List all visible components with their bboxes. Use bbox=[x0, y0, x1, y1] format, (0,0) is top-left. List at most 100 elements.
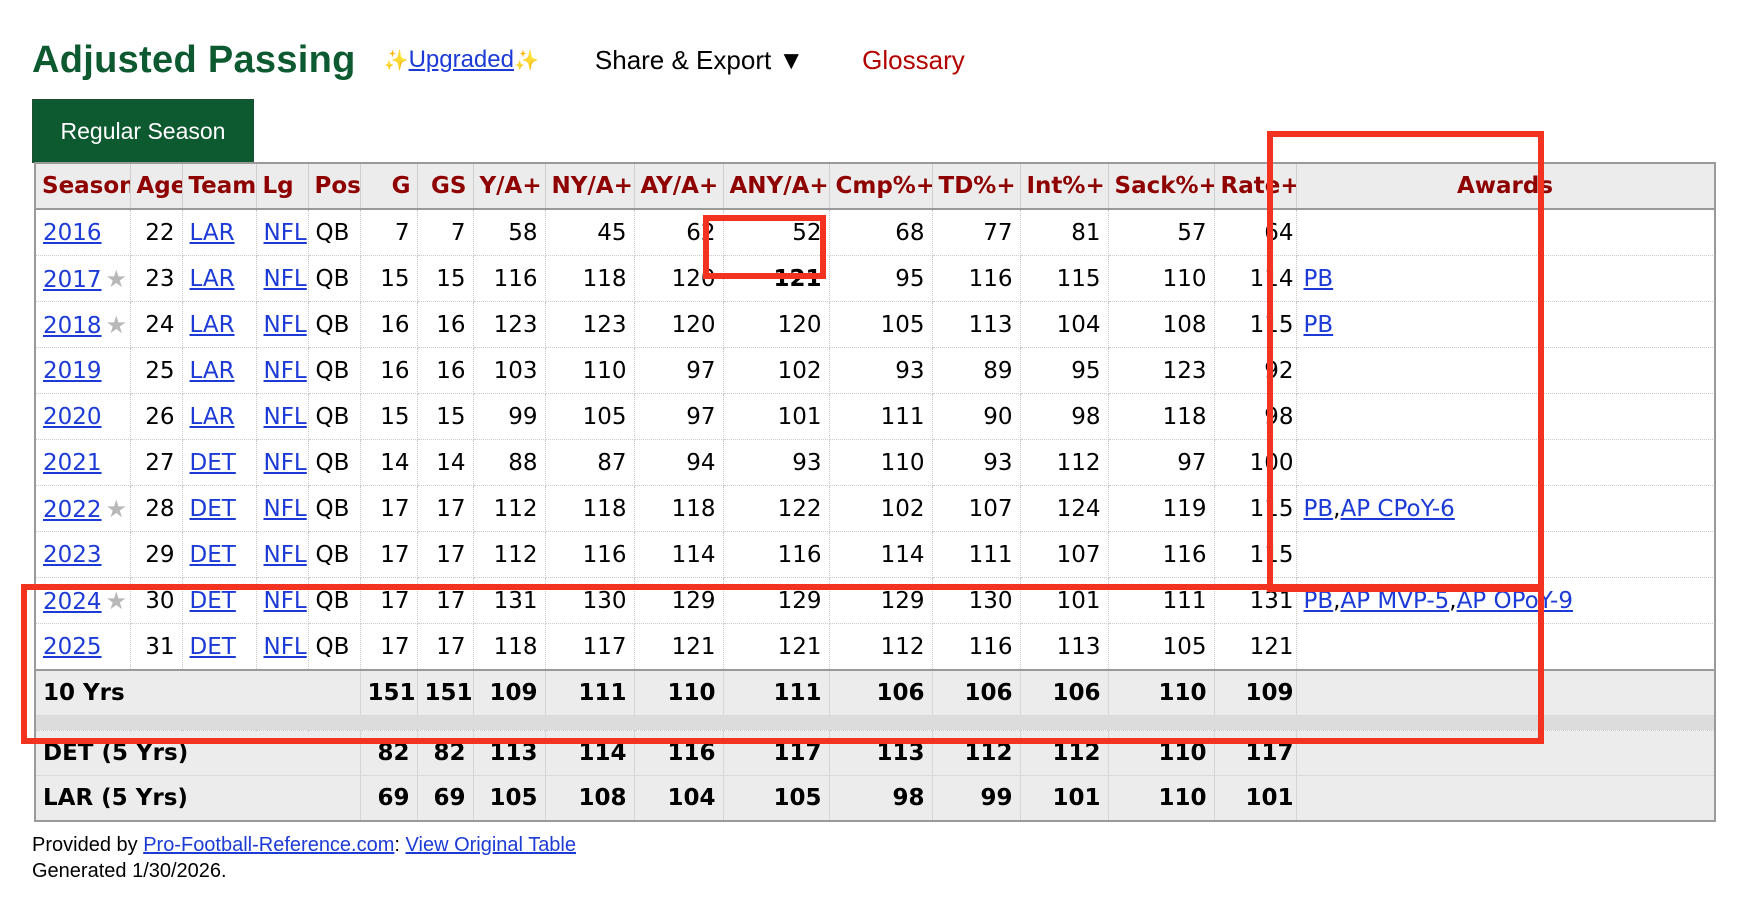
season-link[interactable]: 2018 bbox=[43, 312, 102, 339]
upgraded-link[interactable]: Upgraded bbox=[408, 46, 514, 73]
table-row: 2022 ★ 28 DET NFL QB 17 17 112 118 118 122 102 107 124… bbox=[36, 485, 1714, 532]
anya-total: 111 bbox=[723, 669, 830, 716]
totals-spacer-row bbox=[36, 715, 1714, 731]
column-header[interactable]: Y/A+ bbox=[473, 164, 546, 210]
award-link[interactable]: AP MVP-5 bbox=[1340, 587, 1450, 614]
view-original-table-link[interactable]: View Original Table bbox=[405, 834, 576, 856]
anya-total: 117 bbox=[723, 730, 830, 776]
team-link[interactable]: LAR bbox=[189, 403, 235, 430]
aya-cell: 114 bbox=[634, 531, 724, 578]
team-link[interactable]: LAR bbox=[189, 357, 235, 384]
upgraded-link-group[interactable]: ✨ Upgraded ✨ bbox=[384, 46, 539, 74]
column-header[interactable]: GS bbox=[417, 164, 474, 210]
table-row: 2024 ★ 30 DET NFL QB 17 17 131 130 129 129 129 130 101… bbox=[36, 577, 1714, 624]
cmp-cell: 105 bbox=[829, 301, 933, 348]
totals-label: 10 Yrs bbox=[36, 669, 361, 716]
column-header[interactable]: Int%+ bbox=[1020, 164, 1109, 210]
season-link[interactable]: 2016 bbox=[43, 219, 102, 246]
td-total: 112 bbox=[932, 730, 1021, 776]
team-link[interactable]: DET bbox=[189, 495, 236, 522]
share-export-menu[interactable]: Share & Export ▼ bbox=[594, 44, 805, 75]
league-link[interactable]: NFL bbox=[263, 357, 307, 384]
aya-total: 104 bbox=[634, 775, 724, 820]
anya-cell: 120 bbox=[723, 301, 830, 348]
column-header[interactable]: Rate+ bbox=[1214, 164, 1297, 210]
league-link[interactable]: NFL bbox=[263, 541, 307, 568]
rate-cell: 92 bbox=[1214, 347, 1297, 394]
td-cell: 90 bbox=[932, 393, 1021, 440]
season-link[interactable]: 2025 bbox=[43, 633, 102, 660]
season-link[interactable]: 2021 bbox=[43, 449, 102, 476]
rate-cell: 98 bbox=[1214, 393, 1297, 440]
column-header[interactable]: Season bbox=[36, 164, 131, 210]
award-link[interactable]: AP OPoY-9 bbox=[1456, 587, 1573, 614]
column-header[interactable]: AY/A+ bbox=[634, 164, 724, 210]
column-header[interactable]: NY/A+ bbox=[545, 164, 635, 210]
award-link[interactable]: PB bbox=[1303, 495, 1334, 522]
nya-total: 111 bbox=[545, 669, 635, 716]
team-cell: DET bbox=[182, 439, 257, 486]
sack-cell: 116 bbox=[1108, 531, 1215, 578]
column-header[interactable]: Cmp%+ bbox=[829, 164, 933, 210]
source-link[interactable]: Pro-Football-Reference.com bbox=[143, 834, 395, 856]
season-link[interactable]: 2019 bbox=[43, 357, 102, 384]
column-header[interactable]: ANY/A+ bbox=[723, 164, 830, 210]
award-link[interactable]: PB bbox=[1303, 587, 1334, 614]
adjusted-passing-table: Season Age Team Lg Pos G GS Y/A+ NY/A+ AY/A+ ANY/A… bbox=[34, 162, 1716, 822]
table-row: 2018 ★ 24 LAR NFL QB 16 16 123 123 120 120 105 113 104… bbox=[36, 301, 1714, 348]
league-link[interactable]: NFL bbox=[263, 403, 307, 430]
column-header[interactable]: Pos bbox=[308, 164, 361, 210]
league-link[interactable]: NFL bbox=[263, 633, 307, 660]
team-cell: LAR bbox=[182, 347, 257, 394]
cmp-cell: 111 bbox=[829, 393, 933, 440]
league-link[interactable]: NFL bbox=[263, 587, 307, 614]
column-header[interactable]: Team bbox=[182, 164, 257, 210]
award-link[interactable]: PB bbox=[1303, 311, 1334, 338]
column-header[interactable]: TD%+ bbox=[932, 164, 1021, 210]
season-cell: 2019 bbox=[36, 347, 131, 394]
season-cell: 2021 bbox=[36, 439, 131, 486]
column-header[interactable]: Sack%+ bbox=[1108, 164, 1215, 210]
team-link[interactable]: DET bbox=[189, 587, 236, 614]
totals-row: 10 Yrs 151 151 109 111 110 111 106 106 106 110 109 bbox=[36, 669, 1714, 716]
anya-cell: 101 bbox=[723, 393, 830, 440]
season-link[interactable]: 2017 bbox=[43, 266, 102, 293]
int-cell: 104 bbox=[1020, 301, 1109, 348]
gs-total: 151 bbox=[417, 669, 474, 716]
league-link[interactable]: NFL bbox=[263, 311, 307, 338]
season-link[interactable]: 2023 bbox=[43, 541, 102, 568]
team-link[interactable]: DET bbox=[189, 633, 236, 660]
team-link[interactable]: LAR bbox=[189, 219, 235, 246]
tab-regular-season[interactable]: Regular Season bbox=[32, 99, 254, 163]
team-link[interactable]: LAR bbox=[189, 265, 235, 292]
team-link[interactable]: DET bbox=[189, 449, 236, 476]
team-link[interactable]: DET bbox=[189, 541, 236, 568]
column-header[interactable]: G bbox=[360, 164, 418, 210]
season-link[interactable]: 2024 bbox=[43, 588, 102, 615]
award-link[interactable]: AP CPoY-6 bbox=[1340, 495, 1455, 522]
league-link[interactable]: NFL bbox=[263, 449, 307, 476]
column-header[interactable]: Age bbox=[130, 164, 183, 210]
column-header[interactable]: Lg bbox=[256, 164, 309, 210]
league-link[interactable]: NFL bbox=[263, 495, 307, 522]
column-header[interactable]: Awards bbox=[1296, 164, 1714, 210]
sack-cell: 111 bbox=[1108, 577, 1215, 624]
glossary-link[interactable]: Glossary bbox=[862, 44, 965, 75]
season-link[interactable]: 2020 bbox=[43, 403, 102, 430]
league-cell: NFL bbox=[256, 439, 309, 486]
ya-cell: 123 bbox=[473, 301, 546, 348]
sack-cell: 97 bbox=[1108, 439, 1215, 486]
int-cell: 107 bbox=[1020, 531, 1109, 578]
ya-cell: 131 bbox=[473, 577, 546, 624]
g-total: 69 bbox=[360, 775, 418, 820]
age-cell: 22 bbox=[130, 209, 183, 256]
table-header-row: Season Age Team Lg Pos G GS Y/A+ NY/A+ AY/A+ ANY/A… bbox=[36, 164, 1714, 210]
td-total: 99 bbox=[932, 775, 1021, 820]
league-link[interactable]: NFL bbox=[263, 265, 307, 292]
position-cell: QB bbox=[308, 439, 361, 486]
season-link[interactable]: 2022 bbox=[43, 496, 102, 523]
award-link[interactable]: PB bbox=[1303, 265, 1334, 292]
position-cell: QB bbox=[308, 623, 361, 671]
league-link[interactable]: NFL bbox=[263, 219, 307, 246]
team-link[interactable]: LAR bbox=[189, 311, 235, 338]
